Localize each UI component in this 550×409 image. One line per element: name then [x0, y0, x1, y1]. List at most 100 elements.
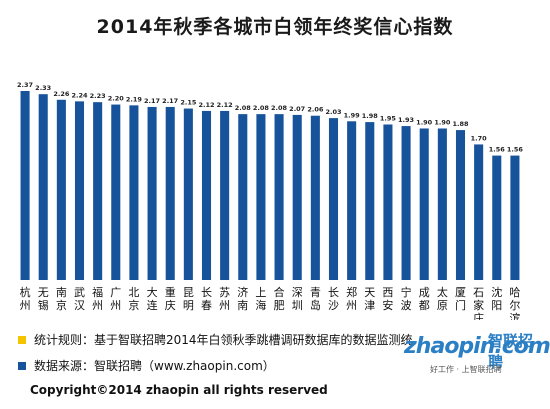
category-label-20: 天津 — [364, 286, 375, 312]
bar-9 — [165, 106, 175, 280]
value-label-2: 2.33 — [35, 84, 51, 92]
value-label-22: 1.93 — [398, 116, 414, 124]
bar-19 — [347, 121, 357, 280]
bar-10 — [183, 108, 193, 280]
bar-17 — [310, 115, 320, 280]
bar-3 — [56, 99, 66, 281]
value-label-18: 2.03 — [325, 108, 341, 116]
category-label-16: 深圳 — [292, 286, 303, 312]
category-label-6: 广州 — [110, 286, 121, 312]
bar-20 — [365, 122, 375, 280]
note-source: 数据来源：智联招聘（www.zhaopin.com） — [18, 357, 275, 374]
logo-brand: zhaopin.com — [404, 334, 550, 359]
bar-4 — [74, 101, 85, 281]
bar-15 — [274, 114, 284, 280]
bar-12 — [220, 110, 230, 280]
value-label-16: 2.07 — [289, 105, 305, 113]
value-label-23: 1.90 — [416, 118, 433, 126]
value-label-27: 1.56 — [489, 146, 506, 154]
value-label-9: 2.17 — [162, 97, 178, 105]
category-label-22: 宁波 — [401, 285, 412, 312]
category-label-25: 厦门 — [455, 286, 466, 312]
category-label-9: 重庆 — [165, 285, 176, 312]
value-label-28: 1.56 — [507, 146, 524, 154]
bar-16 — [292, 114, 302, 280]
category-labels-group: 杭州无锡南京武汉福州广州北京大连重庆昆明长春苏州济南上海合肥深圳青岛长沙郑州天津… — [20, 285, 521, 320]
value-label-19: 1.99 — [344, 111, 361, 119]
zhaopin-logo: zhaopin.com 智联招聘 好工作 · 上智联招聘 — [404, 330, 550, 382]
category-label-15: 合肥 — [274, 285, 285, 312]
bar-8 — [147, 106, 157, 280]
bar-11 — [201, 110, 212, 280]
category-label-21: 西安 — [382, 286, 393, 312]
bar-14 — [256, 114, 266, 280]
bars-group — [20, 91, 520, 281]
bar-21 — [383, 124, 393, 281]
bar-13 — [238, 114, 248, 280]
bar-18 — [328, 118, 339, 280]
value-label-5: 2.23 — [90, 92, 106, 100]
category-label-2: 无锡 — [38, 286, 49, 312]
note-rule: 统计规则：基于智联招聘2014年白领秋季跳槽调研数据库的数据监测统 — [18, 331, 413, 348]
value-label-14: 2.08 — [253, 104, 270, 112]
category-label-14: 上海 — [255, 286, 266, 312]
category-label-3: 南京 — [56, 286, 67, 312]
value-labels-group: 2.37 2.332.26 2.24 2.23 2.20 2.19 2.17 2.17 2.15… — [17, 81, 523, 154]
category-label-1: 杭州 — [20, 285, 31, 312]
category-label-26: 石家庄 — [473, 286, 484, 320]
category-label-10: 昆明 — [183, 286, 194, 312]
bar-7 — [129, 105, 139, 280]
category-label-19: 郑州 — [346, 285, 357, 312]
category-label-23: 成都 — [419, 286, 430, 312]
value-label-20: 1.98 — [362, 112, 379, 120]
bar-26 — [474, 144, 484, 280]
value-label-1: 2.37 — [17, 81, 33, 89]
category-label-8: 大连 — [147, 285, 158, 312]
category-label-17: 青岛 — [310, 286, 321, 312]
category-label-4: 武汉 — [74, 286, 85, 312]
bar-6 — [111, 104, 121, 280]
bar-2 — [38, 94, 48, 280]
category-label-5: 福州 — [92, 285, 103, 312]
value-label-26: 1.70 — [471, 134, 488, 142]
value-label-7: 2.19 — [126, 95, 143, 103]
category-label-24: 太原 — [437, 286, 448, 312]
bar-23 — [419, 128, 429, 280]
category-label-12: 苏州 — [219, 286, 230, 312]
bar-5 — [93, 102, 103, 280]
source-text: 数据来源：智联招聘（www.zhaopin.com） — [34, 359, 275, 373]
rule-text: 统计规则：基于智联招聘2014年白领秋季跳槽调研数据库的数据监测统 — [34, 333, 413, 347]
value-label-15: 2.08 — [271, 104, 288, 112]
value-label-25: 1.88 — [452, 120, 469, 128]
value-label-3: 2.26 — [53, 90, 70, 98]
chart-title: 2014年秋季各城市白领年终奖信心指数 — [96, 16, 454, 38]
value-label-10: 2.15 — [180, 99, 197, 107]
copyright-text: Copyright©2014 zhaopin all rights reserv… — [30, 383, 328, 397]
category-label-7: 北京 — [128, 286, 139, 312]
category-label-27: 沈阳 — [491, 285, 502, 312]
value-label-12: 2.12 — [217, 101, 233, 109]
value-label-4: 2.24 — [71, 91, 88, 99]
value-label-21: 1.95 — [380, 114, 397, 122]
value-label-6: 2.20 — [108, 95, 125, 103]
yellow-square-icon — [18, 335, 26, 344]
value-label-17: 2.06 — [307, 106, 324, 114]
category-label-13: 济南 — [237, 285, 248, 312]
blue-square-icon — [18, 361, 26, 370]
bar-24 — [437, 128, 447, 280]
bar-28 — [510, 155, 520, 280]
bar-1 — [20, 91, 30, 280]
category-label-28: 哈尔滨 — [509, 286, 520, 320]
bar-chart: 2.37 2.332.26 2.24 2.23 2.20 2.19 2.17 2.17 2.15… — [17, 81, 523, 320]
category-label-18: 长沙 — [328, 286, 339, 312]
bar-22 — [401, 126, 411, 280]
value-label-13: 2.08 — [235, 104, 252, 112]
category-label-11: 长春 — [201, 286, 212, 312]
value-label-11: 2.12 — [198, 101, 214, 109]
bar-27 — [492, 155, 502, 280]
value-label-24: 1.90 — [434, 118, 451, 126]
value-label-8: 2.17 — [144, 97, 160, 105]
logo-brand-cn: 智联招聘 — [488, 332, 534, 371]
bar-25 — [455, 130, 466, 280]
logo-slogan: 好工作 · 上智联招聘 — [430, 365, 502, 374]
